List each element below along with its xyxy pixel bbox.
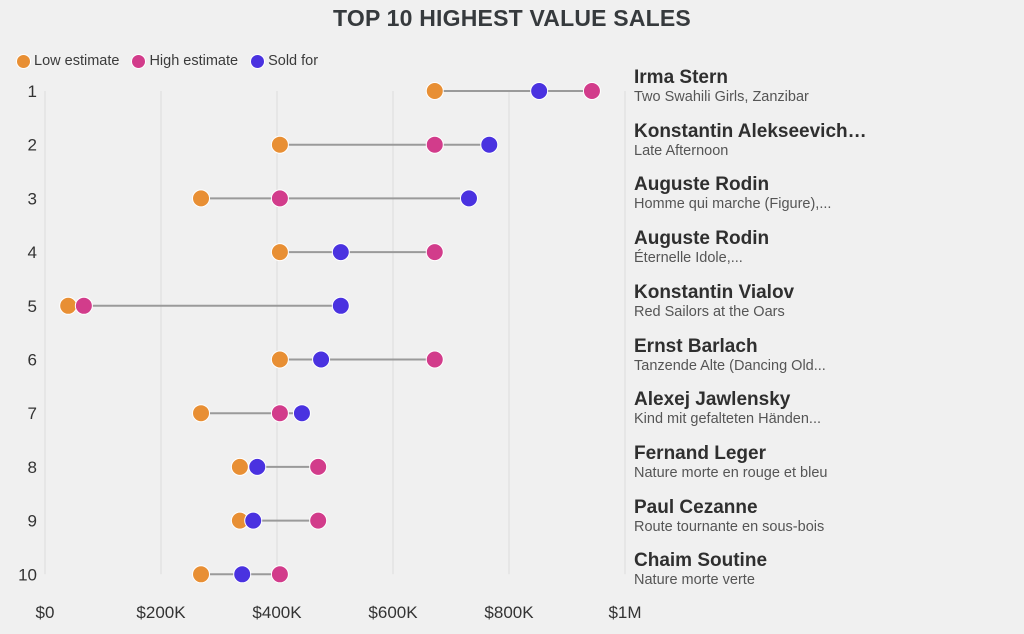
artwork-title: Red Sailors at the Oars xyxy=(634,303,785,320)
artwork-title: Éternelle Idole,... xyxy=(634,250,743,267)
rank-labels: 1 2 3 4 5 6 7 8 9 10 xyxy=(18,82,37,584)
dot-low xyxy=(270,135,289,154)
artist-name: Alexej Jawlensky xyxy=(634,389,791,411)
artwork-title: Kind mit gefalteten Händen... xyxy=(634,411,822,428)
legend: Low estimate High estimate Sold for xyxy=(16,53,318,69)
row-label: Konstantin Vialov Red Sailors at the Oars xyxy=(634,282,934,321)
legend-item-high: High estimate xyxy=(131,53,238,69)
dot-high xyxy=(425,243,444,262)
artist-name: Chaim Soutine xyxy=(634,550,768,572)
artwork-title: Two Swahili Girls, Zanzibar xyxy=(634,89,809,105)
dot-high xyxy=(270,189,289,208)
x-tick-label: $800K xyxy=(484,603,534,622)
dot-sold xyxy=(459,189,478,208)
artist-name: Auguste Rodin xyxy=(634,228,770,250)
row-label: Auguste Rodin Homme qui marche (Figure),.… xyxy=(634,174,934,213)
artwork-title: Tanzende Alte (Dancing Old... xyxy=(634,357,826,374)
dot-high xyxy=(309,511,328,530)
dot-sold xyxy=(312,350,331,369)
chart-title: TOP 10 HIGHEST VALUE SALES xyxy=(333,5,691,31)
legend-dot-high xyxy=(131,53,147,69)
rank-label: 3 xyxy=(28,189,37,208)
dot-sold xyxy=(244,511,263,530)
artwork-title: Route tournante en sous-bois xyxy=(634,518,825,535)
rank-label: 6 xyxy=(28,351,37,370)
dot-high xyxy=(74,296,93,315)
rank-label: 8 xyxy=(28,458,37,477)
x-tick-label: $400K xyxy=(252,603,302,622)
dot-low xyxy=(192,565,211,584)
artist-name: Ernst Barlach xyxy=(634,335,758,357)
artist-name: Irma Stern xyxy=(634,67,728,88)
artwork-title: Homme qui marche (Figure),... xyxy=(634,196,832,213)
legend-dot-sold xyxy=(250,53,266,69)
data-points xyxy=(59,82,601,584)
rank-label: 7 xyxy=(28,404,37,423)
dot-low xyxy=(270,350,289,369)
legend-label-sold: Sold for xyxy=(268,53,319,69)
legend-dot-low xyxy=(16,53,31,69)
row-label: Paul Cezanne Route tournante en sous-bois xyxy=(634,497,934,536)
rank-label: 1 xyxy=(28,82,37,101)
artist-name: Auguste Rodin xyxy=(634,174,770,196)
dot-high xyxy=(582,82,601,100)
dot-sold xyxy=(233,565,252,584)
x-tick-label: $600K xyxy=(368,603,418,622)
x-tick-label: $1M xyxy=(608,603,641,622)
artist-name: Konstantin Alekseevich… xyxy=(634,120,867,142)
dot-high xyxy=(270,565,289,584)
x-tick-label: $0 xyxy=(36,603,55,622)
dot-low xyxy=(270,243,289,262)
dot-low xyxy=(425,82,444,100)
row-label: Chaim Soutine Nature morte verte xyxy=(634,550,934,589)
gridlines xyxy=(44,91,626,575)
dot-sold xyxy=(331,296,350,315)
row-label: Ernst Barlach Tanzende Alte (Dancing Old.… xyxy=(634,336,934,375)
row-label: Auguste Rodin Éternelle Idole,... xyxy=(634,228,934,267)
dot-sold xyxy=(530,82,549,100)
rank-label: 5 xyxy=(28,297,37,316)
legend-label-high: High estimate xyxy=(149,53,239,69)
artwork-title: Nature morte en rouge et bleu xyxy=(634,464,828,481)
dot-high xyxy=(309,457,328,476)
dot-high xyxy=(425,350,444,369)
row-label: Konstantin Alekseevich… Late Afternoon xyxy=(634,121,934,160)
rank-label: 4 xyxy=(28,243,37,262)
rank-label: 9 xyxy=(28,512,37,531)
legend-label-low: Low estimate xyxy=(34,53,120,69)
rank-label: 10 xyxy=(18,565,37,584)
dot-low xyxy=(230,457,249,476)
dot-sold xyxy=(480,135,499,154)
artwork-title: Nature morte verte xyxy=(634,572,755,589)
connectors xyxy=(68,90,592,576)
dot-sold xyxy=(292,404,311,423)
row-label: Fernand Leger Nature morte en rouge et bl… xyxy=(634,443,934,482)
artwork-title: Late Afternoon xyxy=(634,142,729,159)
dot-low xyxy=(192,404,211,423)
legend-item-low: Low estimate xyxy=(16,53,119,69)
artist-name: Fernand Leger xyxy=(634,442,766,464)
artist-name: Konstantin Vialov xyxy=(634,281,795,303)
dot-sold xyxy=(331,243,350,262)
dot-high xyxy=(425,135,444,154)
dot-sold xyxy=(248,457,267,476)
row-label: Irma Stern Two Swahili Girls, Zanzibar xyxy=(634,67,934,106)
rank-label: 2 xyxy=(28,136,37,155)
dot-high xyxy=(270,404,289,423)
x-axis-ticks: $0 $200K $400K $600K $800K $1M xyxy=(36,603,642,622)
dot-low xyxy=(192,189,211,208)
legend-item-sold: Sold for xyxy=(250,53,318,69)
dot-low xyxy=(59,296,78,315)
x-tick-label: $200K xyxy=(136,603,186,622)
artist-name: Paul Cezanne xyxy=(634,496,758,518)
row-label: Alexej Jawlensky Kind mit gefalteten Händ… xyxy=(634,389,934,428)
